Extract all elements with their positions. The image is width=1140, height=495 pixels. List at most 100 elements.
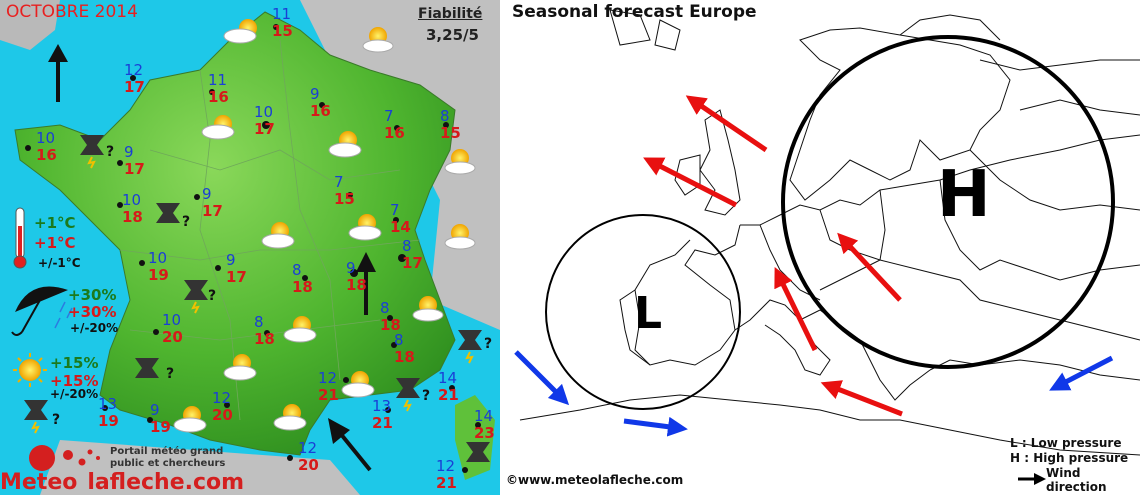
city-temperature: 7 16 <box>384 108 405 142</box>
warm-wind-arrow <box>685 95 768 153</box>
sun-cloud-icon <box>173 406 207 433</box>
min-temperature: 13 <box>98 395 118 413</box>
min-temperature: 10 <box>36 129 56 147</box>
uncertain-mark: ? <box>208 288 217 304</box>
city-temperature: 8 18 <box>394 332 415 366</box>
max-temperature: 19 <box>148 266 169 284</box>
city-temperature: 13 21 <box>372 398 393 432</box>
city-temperature: 12 21 <box>318 370 339 404</box>
min-temperature: 7 <box>334 173 344 191</box>
city-temperature: 10 20 <box>162 312 183 346</box>
max-temperature: 17 <box>124 78 145 96</box>
month-title: OCTOBRE 2014 <box>6 2 138 22</box>
max-temperature: 20 <box>298 456 319 474</box>
legend-rain-below: +30% <box>68 303 117 321</box>
uncertain-anvil-icon <box>80 135 104 169</box>
legend-sun-below: +15% <box>50 372 99 390</box>
min-temperature: 12 <box>298 439 318 457</box>
min-temperature: 13 <box>372 397 392 415</box>
city-temperature: 10 17 <box>254 104 275 138</box>
city-temperature: 8 17 <box>402 238 423 272</box>
max-temperature: 20 <box>212 406 233 424</box>
min-temperature: 11 <box>208 71 228 89</box>
min-temperature: 12 <box>212 389 232 407</box>
europe-forecast-panel: Seasonal forecast Europe H L L : Low pre… <box>500 0 1140 495</box>
site-logo[interactable]: Meteo lafleche.com <box>0 470 244 495</box>
warm-wind-arrow <box>774 267 818 352</box>
max-temperature: 17 <box>254 120 275 138</box>
france-land <box>14 11 456 456</box>
city-dots <box>25 24 481 473</box>
min-temperature: 11 <box>272 5 292 23</box>
min-temperature: 10 <box>254 103 274 121</box>
max-temperature: 18 <box>292 278 313 296</box>
uncertain-mark: ? <box>484 336 493 352</box>
sun-cloud-icon <box>283 316 317 343</box>
city-temperature: 8 18 <box>380 300 401 334</box>
sun-cloud-icon <box>362 27 394 53</box>
sun-cloud-icon <box>273 404 307 431</box>
city-temperature: 14 23 <box>474 408 495 442</box>
min-temperature: 9 <box>202 185 212 203</box>
legend-sun-normal: +/-20% <box>50 387 99 401</box>
wind-arrow <box>48 44 68 102</box>
min-temperature: 9 <box>150 401 160 419</box>
min-temperature: 9 <box>310 85 320 103</box>
legend-rain-above: +30% <box>68 286 117 304</box>
city-temperature: 12 20 <box>298 440 319 474</box>
min-temperature: 8 <box>440 107 450 125</box>
city-temperature: 11 16 <box>208 72 229 106</box>
england-land <box>0 0 60 50</box>
portal-line: public et chercheurs <box>110 458 226 469</box>
city-temperature: 9 17 <box>124 144 145 178</box>
uncertain-mark: ? <box>422 388 431 404</box>
legend-low: L : Low pressure <box>1010 436 1122 450</box>
min-temperature: 8 <box>254 313 264 331</box>
max-temperature: 17 <box>226 268 247 286</box>
max-temperature: 15 <box>334 190 355 208</box>
copyright-credit[interactable]: ©www.meteolafleche.com <box>506 473 684 487</box>
min-temperature: 8 <box>292 261 302 279</box>
min-temperature: 14 <box>438 369 458 387</box>
uncertain-anvil-icon <box>466 442 490 462</box>
europe-map <box>514 9 1140 485</box>
min-temperature: 10 <box>148 249 168 267</box>
min-temperature: 9 <box>226 251 236 269</box>
spain-land <box>40 440 360 495</box>
max-temperature: 17 <box>124 160 145 178</box>
min-temperature: 7 <box>390 201 400 219</box>
uncertain-mark: ? <box>182 214 191 230</box>
region-borders <box>119 39 421 421</box>
sun-cloud-icon <box>201 115 235 140</box>
max-temperature: 15 <box>272 22 293 40</box>
legend-temp-normal: +/-1°C <box>38 256 81 270</box>
sun-icon <box>13 353 47 387</box>
city-temperature: 10 19 <box>148 250 169 284</box>
city-temperature: 9 18 <box>346 260 367 294</box>
uncertain-mark: ? <box>166 366 175 382</box>
min-temperature: 8 <box>394 331 404 349</box>
city-temperature: 10 16 <box>36 130 57 164</box>
sun-cloud-icon <box>444 224 476 250</box>
city-temperature: 8 15 <box>440 108 461 142</box>
min-temperature: 8 <box>380 299 390 317</box>
umbrella-icon <box>11 286 73 336</box>
city-temperature: 9 16 <box>310 86 331 120</box>
max-temperature: 19 <box>98 412 119 430</box>
max-temperature: 21 <box>436 474 457 492</box>
max-temperature: 16 <box>208 88 229 106</box>
city-temperature: 12 21 <box>436 458 457 492</box>
max-temperature: 17 <box>402 254 423 272</box>
low-pressure-label: L <box>634 288 663 339</box>
uncertain-mark: ? <box>52 412 61 428</box>
high-pressure-label: H <box>937 158 991 232</box>
city-temperature: 14 21 <box>438 370 459 404</box>
cold-wind-arrow <box>514 350 570 406</box>
max-temperature: 18 <box>380 316 401 334</box>
logo-text-part1: Meteo <box>0 470 78 495</box>
min-temperature: 12 <box>318 369 338 387</box>
min-temperature: 14 <box>474 407 494 425</box>
sun-cloud-icon <box>223 354 257 381</box>
uncertain-anvil-icon <box>135 358 159 378</box>
legend-rain-normal: +/-20% <box>70 321 119 335</box>
